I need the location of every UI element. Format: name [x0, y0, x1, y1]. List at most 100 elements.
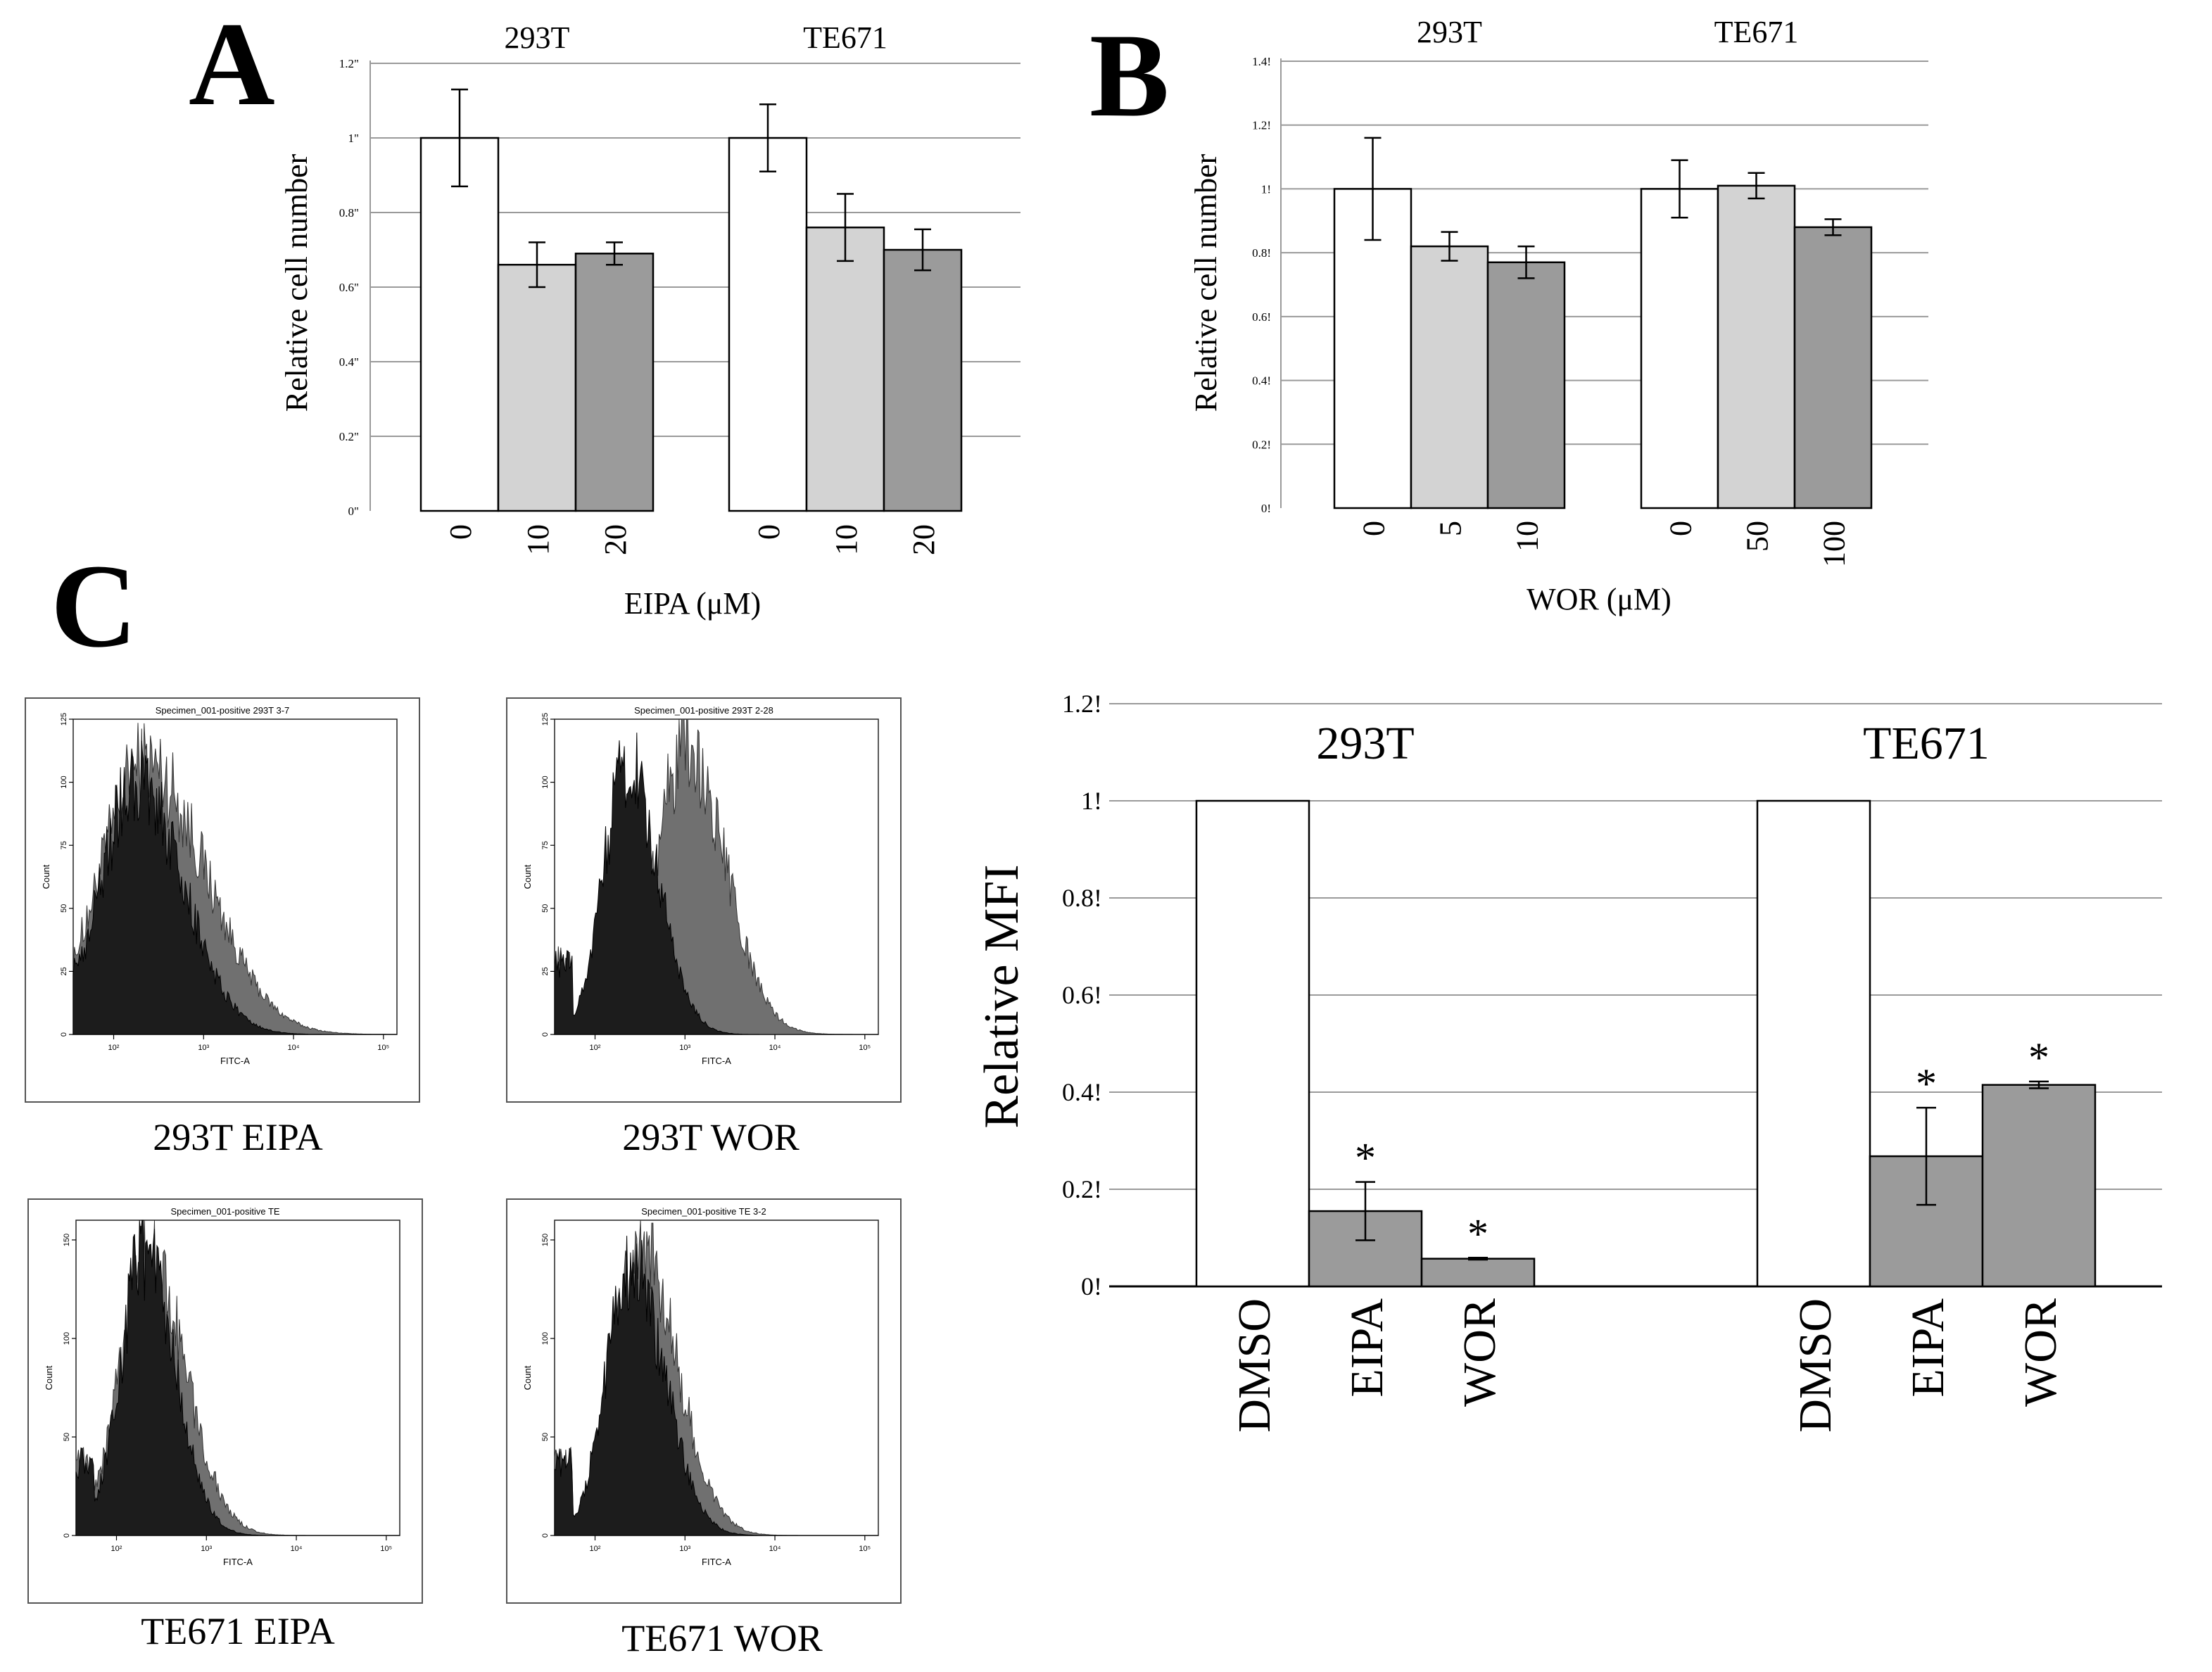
- histogram-y-tick-label: 100: [63, 1332, 71, 1345]
- histogram-x-tick-label: 10³: [679, 1044, 690, 1052]
- histogram-panel: Specimen_001-positive TE 3-2 0 50 100 150 10²…: [506, 1198, 902, 1659]
- x-tick-label: 0: [1357, 521, 1391, 536]
- y-tick-label: 0.8!: [1252, 246, 1271, 260]
- histogram-dark-series: [554, 1236, 878, 1536]
- histogram-y-axis-title: Count: [522, 1365, 533, 1390]
- significance-star: *: [1355, 1135, 1376, 1182]
- histogram-y-tick-label: 25: [541, 967, 550, 975]
- histogram-title: Specimen_001-positive 293T 2-28: [634, 705, 773, 716]
- x-tick-label: 50: [1740, 521, 1775, 552]
- histogram-y-tick-label: 0: [541, 1032, 550, 1037]
- significance-star: *: [2028, 1034, 2049, 1081]
- x-tick-label: DMSO: [1229, 1298, 1280, 1433]
- histogram-caption: TE671 EIPA: [141, 1610, 335, 1652]
- histogram-y-tick-label: 150: [63, 1234, 71, 1246]
- x-tick-label: 5: [1434, 521, 1468, 536]
- x-tick-label: 0: [1664, 521, 1698, 536]
- x-tick-label: DMSO: [1790, 1298, 1841, 1433]
- y-tick-label: 0!: [1081, 1272, 1102, 1300]
- x-tick-label: 10: [1510, 521, 1545, 552]
- histogram-y-tick-label: 0: [63, 1533, 71, 1538]
- y-tick-label: 0.4!: [1252, 374, 1271, 388]
- histogram-x-tick-label: 10⁵: [859, 1044, 871, 1052]
- histogram-x-axis-title: FITC-A: [223, 1557, 253, 1567]
- y-tick-label: 0!: [1261, 502, 1271, 515]
- y-tick-label: 1!: [1261, 182, 1271, 196]
- histogram-y-tick-label: 50: [63, 1433, 71, 1441]
- x-tick-label: 10: [521, 524, 555, 555]
- histogram-x-tick-label: 10⁴: [769, 1545, 781, 1553]
- histogram-x-tick-label: 10²: [108, 1044, 120, 1052]
- bar: [1640, 188, 1719, 509]
- histogram-x-tick-label: 10²: [590, 1545, 601, 1553]
- histogram-x-tick-label: 10⁵: [859, 1545, 871, 1553]
- panel-letter-a: A: [189, 0, 275, 130]
- histogram-x-tick-label: 10⁴: [288, 1044, 300, 1052]
- histogram-y-axis-title: Count: [522, 864, 533, 889]
- histogram-y-tick-label: 25: [60, 967, 68, 975]
- histogram-x-tick-label: 10⁴: [769, 1044, 781, 1052]
- histogram-y-tick-label: 150: [541, 1234, 550, 1246]
- y-tick-label: 0": [348, 505, 359, 518]
- panel-letter-c: C: [51, 540, 137, 672]
- x-axis-title: EIPA (μM): [624, 586, 761, 621]
- x-tick-label: EIPA: [1902, 1298, 1954, 1398]
- y-tick-label: 0.8": [339, 206, 359, 220]
- y-tick-label: 0.2!: [1252, 438, 1271, 451]
- histogram-caption: 293T WOR: [622, 1116, 800, 1158]
- histogram-y-tick-label: 100: [541, 1332, 550, 1345]
- bar: [1486, 261, 1566, 509]
- y-tick-label: 0.6!: [1252, 310, 1271, 324]
- group-label: TE671: [1714, 15, 1799, 49]
- histogram-x-axis-title: FITC-A: [702, 1557, 731, 1567]
- y-tick-label: 1.2!: [1062, 690, 1102, 718]
- y-axis-title: Relative cell number: [1189, 153, 1223, 412]
- histogram-y-tick-label: 0: [541, 1533, 550, 1538]
- x-tick-label: EIPA: [1341, 1298, 1393, 1398]
- x-tick-label: WOR: [1454, 1298, 1505, 1407]
- histogram-y-axis-title: Count: [44, 1365, 54, 1390]
- histogram-x-tick-label: 10⁵: [380, 1545, 392, 1553]
- y-tick-label: 0.2!: [1062, 1175, 1102, 1203]
- y-tick-label: 0.8!: [1062, 884, 1102, 912]
- histogram-y-tick-label: 100: [60, 775, 68, 788]
- histogram-panel: Specimen_001-positive TE 0 50 100 150 10² 10³ 1…: [27, 1198, 423, 1652]
- y-axis-title: Relative MFI: [975, 864, 1029, 1128]
- group-label: 293T: [1316, 718, 1414, 769]
- y-tick-label: 0.4": [339, 355, 359, 369]
- bar: [1756, 799, 1871, 1288]
- bar: [728, 137, 808, 512]
- y-tick-label: 0.2": [339, 430, 359, 443]
- bar: [574, 253, 655, 512]
- histogram-y-tick-label: 125: [541, 713, 550, 726]
- histogram-dark-series: [554, 733, 878, 1035]
- x-tick-label: WOR: [2015, 1298, 2066, 1407]
- histogram-dark-series: [75, 1220, 400, 1536]
- histogram-caption: 293T EIPA: [153, 1116, 323, 1158]
- histogram-y-tick-label: 50: [60, 904, 68, 913]
- histogram-x-tick-label: 10³: [198, 1044, 209, 1052]
- histogram-panel: Specimen_001-positive 293T 3-7 0 25 50 75 100…: [25, 697, 420, 1158]
- histogram-y-tick-label: 50: [541, 904, 550, 913]
- histogram-panel: Specimen_001-positive 293T 2-28 0 25 50 75 10…: [506, 697, 902, 1158]
- significance-star: *: [1916, 1060, 1937, 1107]
- group-label: 293T: [505, 20, 570, 55]
- bar: [497, 263, 577, 512]
- histogram-x-tick-label: 10³: [679, 1545, 690, 1553]
- histogram-y-tick-label: 100: [541, 775, 550, 788]
- bar: [419, 137, 500, 512]
- group-label: TE671: [1863, 718, 1990, 769]
- chart-c-bar: 0! 0.2! 0.4! 0.6! 0.8! 1! 1.2! 293T DMSO * EIPA * WO…: [975, 690, 2162, 1433]
- histogram-y-tick-label: 50: [541, 1433, 550, 1441]
- x-tick-label: 0: [752, 524, 786, 540]
- y-tick-label: 1": [348, 132, 359, 145]
- histogram-title: Specimen_001-positive 293T 3-7: [156, 705, 290, 716]
- x-tick-label: 0: [443, 524, 478, 540]
- histogram-caption: TE671 WOR: [621, 1617, 822, 1659]
- histogram-x-axis-title: FITC-A: [702, 1056, 731, 1066]
- histogram-y-tick-label: 75: [60, 841, 68, 849]
- x-tick-label: 10: [829, 524, 864, 555]
- bar: [1981, 1084, 2097, 1288]
- histogram-x-tick-label: 10⁴: [291, 1545, 303, 1553]
